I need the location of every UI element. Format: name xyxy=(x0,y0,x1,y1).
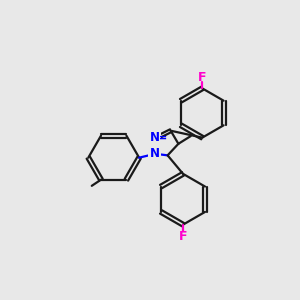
Text: =: = xyxy=(159,133,167,142)
Text: N: N xyxy=(149,147,160,160)
Text: F: F xyxy=(179,230,187,243)
Text: N: N xyxy=(149,131,160,144)
Text: F: F xyxy=(198,71,206,84)
